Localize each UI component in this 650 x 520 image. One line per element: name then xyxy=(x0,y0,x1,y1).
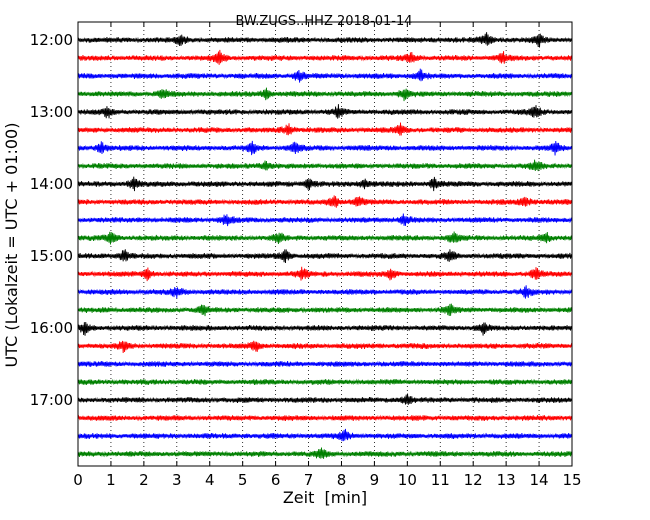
plot-frame xyxy=(77,21,573,467)
x-tick-label: 7 xyxy=(304,471,314,489)
x-tick-label: 0 xyxy=(73,471,83,489)
trace-17:00 xyxy=(77,393,573,405)
x-tick-label: 8 xyxy=(337,471,347,489)
x-tick-labels: 0 1 2 3 4 5 6 7 8 9 10 11 12 13 14 15 xyxy=(73,471,581,489)
y-tick-label: 17:00 xyxy=(30,391,73,409)
x-tick-label: 6 xyxy=(271,471,281,489)
x-tick-label: 9 xyxy=(370,471,380,489)
x-tick-label: 12 xyxy=(464,471,483,489)
trace-12:00 xyxy=(77,32,573,48)
x-tick-label: 11 xyxy=(431,471,450,489)
y-tick-label: 15:00 xyxy=(30,247,73,265)
trace-16:15 xyxy=(77,340,573,354)
axis-ticks xyxy=(77,22,573,466)
trace-13:00 xyxy=(77,104,573,119)
x-tick-label: 13 xyxy=(497,471,516,489)
y-tick-label: 12:00 xyxy=(30,31,73,49)
trace-17:45 xyxy=(77,447,573,459)
x-tick-label: 3 xyxy=(172,471,182,489)
trace-13:15 xyxy=(77,122,573,136)
trace-15:15 xyxy=(77,266,573,282)
trace-12:45 xyxy=(77,87,573,102)
trace-14:15 xyxy=(77,195,573,208)
y-tick-label: 16:00 xyxy=(30,319,73,337)
trace-17:15 xyxy=(77,414,573,422)
y-tick-label: 13:00 xyxy=(30,103,73,121)
x-tick-label: 10 xyxy=(398,471,417,489)
trace-16:30 xyxy=(77,360,573,368)
trace-16:45 xyxy=(77,378,573,386)
trace-15:45 xyxy=(77,303,573,317)
trace-12:30 xyxy=(77,68,573,83)
trace-15:30 xyxy=(77,285,573,299)
trace-13:45 xyxy=(77,159,573,172)
trace-14:45 xyxy=(77,231,573,245)
x-tick-label: 15 xyxy=(562,471,581,489)
trace-17:30 xyxy=(77,428,573,442)
trace-13:30 xyxy=(77,140,573,156)
x-tick-label: 5 xyxy=(238,471,248,489)
trace-14:00 xyxy=(77,176,573,192)
x-tick-label: 2 xyxy=(139,471,149,489)
y-tick-label: 14:00 xyxy=(30,175,73,193)
trace-15:00 xyxy=(77,249,573,263)
trace-14:30 xyxy=(77,213,573,227)
y-axis-label: UTC (Lokalzeit = UTC + 01:00) xyxy=(2,123,21,368)
trace-16:00 xyxy=(77,322,573,336)
y-tick-labels: 12:00 13:00 14:00 15:00 16:00 17:00 xyxy=(30,31,73,409)
x-tick-label: 4 xyxy=(205,471,215,489)
x-axis-label: Zeit [min] xyxy=(283,488,367,507)
trace-12:15 xyxy=(77,49,573,65)
x-tick-label: 1 xyxy=(106,471,116,489)
x-tick-label: 14 xyxy=(530,471,549,489)
trace-lines xyxy=(77,32,573,459)
